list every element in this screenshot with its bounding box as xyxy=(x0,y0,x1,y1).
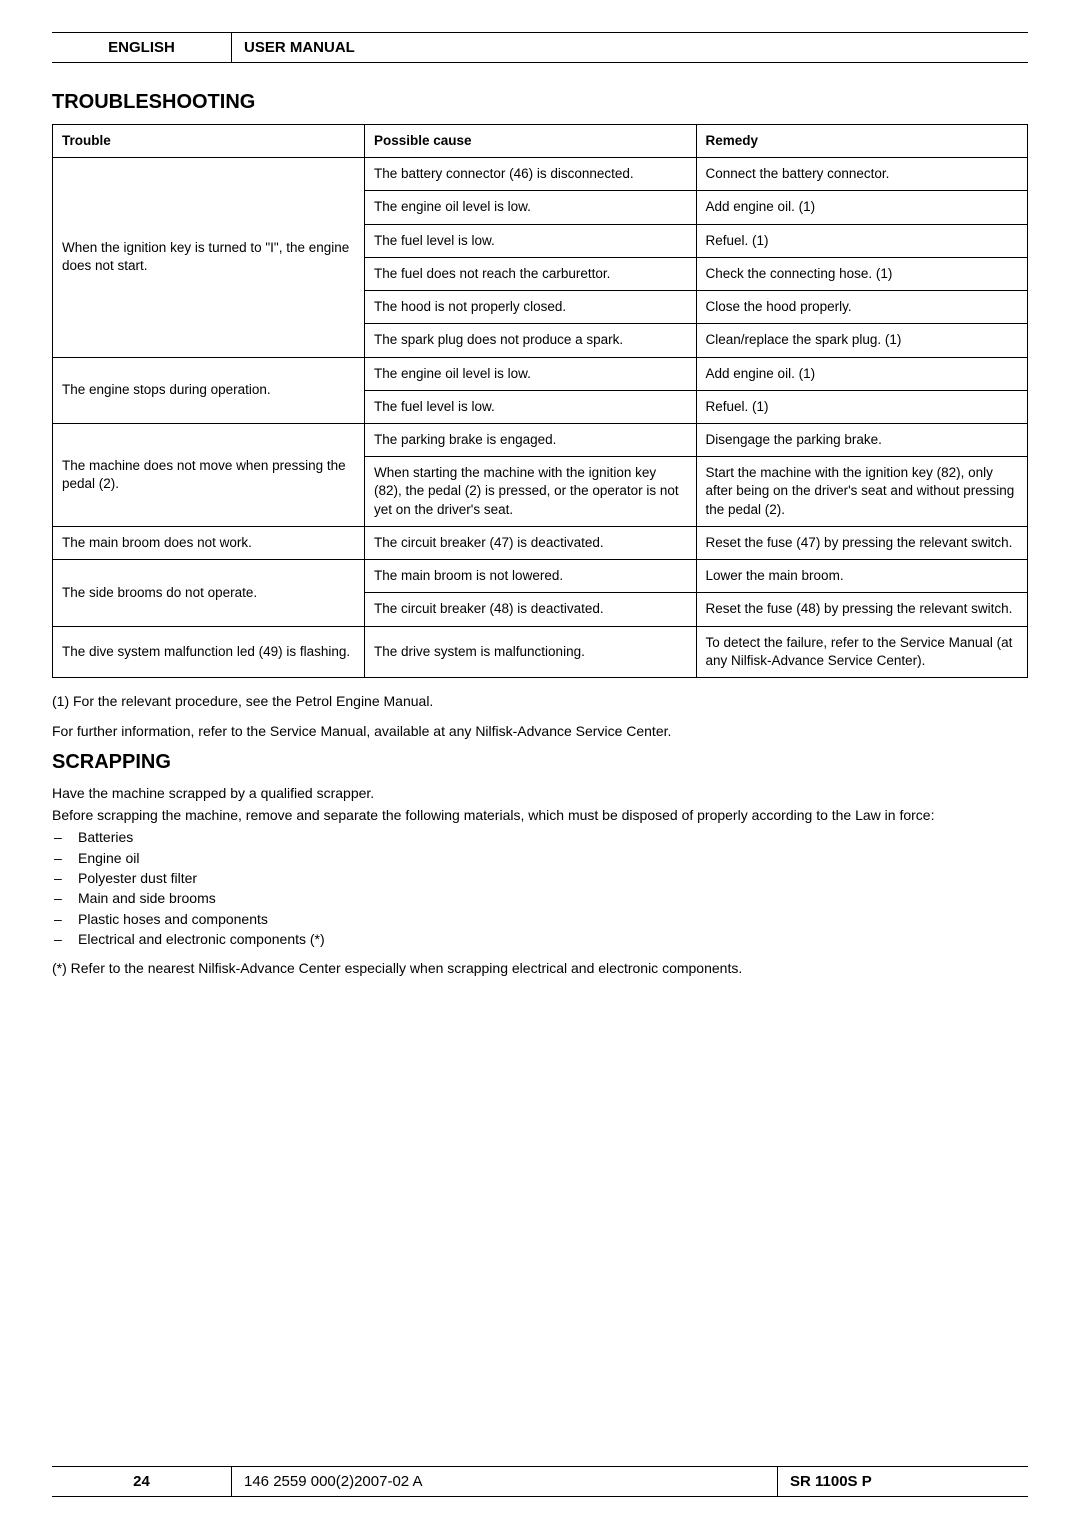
cause-cell: The engine oil level is low. xyxy=(365,357,697,390)
list-item: Engine oil xyxy=(52,848,1028,868)
page-footer: 24 146 2559 000(2)2007-02 A SR 1100S P xyxy=(52,1466,1028,1497)
cause-cell: The hood is not properly closed. xyxy=(365,291,697,324)
footer-page-number: 24 xyxy=(52,1467,232,1496)
trouble-cell: The main broom does not work. xyxy=(53,526,365,559)
cause-cell: The fuel does not reach the carburettor. xyxy=(365,257,697,290)
trouble-cell: The engine stops during operation. xyxy=(53,357,365,423)
remedy-cell: Connect the battery connector. xyxy=(696,158,1028,191)
troubleshooting-table: Trouble Possible cause Remedy When the i… xyxy=(52,124,1028,678)
list-item: Polyester dust filter xyxy=(52,868,1028,888)
scrapping-heading: SCRAPPING xyxy=(52,751,1028,774)
list-item: Batteries xyxy=(52,827,1028,847)
cause-cell: The circuit breaker (47) is deactivated. xyxy=(365,526,697,559)
remedy-cell: Add engine oil. (1) xyxy=(696,357,1028,390)
remedy-cell: Disengage the parking brake. xyxy=(696,423,1028,456)
scrapping-p1: Have the machine scrapped by a qualified… xyxy=(52,784,1028,804)
cause-cell: The drive system is malfunctioning. xyxy=(365,626,697,677)
page-header: ENGLISH USER MANUAL xyxy=(52,32,1028,63)
remedy-cell: Clean/replace the spark plug. (1) xyxy=(696,324,1028,357)
footnote-1: (1) For the relevant procedure, see the … xyxy=(52,692,1028,712)
cause-cell: The circuit breaker (48) is deactivated. xyxy=(365,593,697,626)
cause-cell: The fuel level is low. xyxy=(365,224,697,257)
remedy-cell: Reset the fuse (47) by pressing the rele… xyxy=(696,526,1028,559)
cause-cell: The main broom is not lowered. xyxy=(365,560,697,593)
cause-cell: The fuel level is low. xyxy=(365,390,697,423)
remedy-cell: Refuel. (1) xyxy=(696,224,1028,257)
list-item: Plastic hoses and components xyxy=(52,909,1028,929)
cause-cell: The battery connector (46) is disconnect… xyxy=(365,158,697,191)
remedy-cell: Close the hood properly. xyxy=(696,291,1028,324)
trouble-cell: The dive system malfunction led (49) is … xyxy=(53,626,365,677)
list-item: Main and side brooms xyxy=(52,888,1028,908)
header-doc-type: USER MANUAL xyxy=(232,33,367,62)
scrapping-footnote: (*) Refer to the nearest Nilfisk-Advance… xyxy=(52,959,1028,979)
trouble-cell: The side brooms do not operate. xyxy=(53,560,365,626)
remedy-cell: Reset the fuse (48) by pressing the rele… xyxy=(696,593,1028,626)
cause-cell: When starting the machine with the ignit… xyxy=(365,457,697,527)
scrapping-list: BatteriesEngine oilPolyester dust filter… xyxy=(52,827,1028,949)
troubleshooting-heading: TROUBLESHOOTING xyxy=(52,91,1028,114)
th-remedy: Remedy xyxy=(696,125,1028,158)
trouble-cell: The machine does not move when pressing … xyxy=(53,423,365,526)
remedy-cell: Refuel. (1) xyxy=(696,390,1028,423)
cause-cell: The spark plug does not produce a spark. xyxy=(365,324,697,357)
remedy-cell: Start the machine with the ignition key … xyxy=(696,457,1028,527)
footnote-2: For further information, refer to the Se… xyxy=(52,722,1028,742)
scrapping-p2: Before scrapping the machine, remove and… xyxy=(52,806,1028,826)
trouble-cell: When the ignition key is turned to "I", … xyxy=(53,158,365,357)
remedy-cell: Lower the main broom. xyxy=(696,560,1028,593)
remedy-cell: Add engine oil. (1) xyxy=(696,191,1028,224)
list-item: Electrical and electronic components (*) xyxy=(52,929,1028,949)
remedy-cell: To detect the failure, refer to the Serv… xyxy=(696,626,1028,677)
header-language: ENGLISH xyxy=(52,33,232,62)
th-trouble: Trouble xyxy=(53,125,365,158)
footer-doc-code: 146 2559 000(2)2007-02 A xyxy=(232,1467,778,1496)
cause-cell: The parking brake is engaged. xyxy=(365,423,697,456)
remedy-cell: Check the connecting hose. (1) xyxy=(696,257,1028,290)
th-cause: Possible cause xyxy=(365,125,697,158)
footer-model: SR 1100S P xyxy=(778,1467,1028,1496)
cause-cell: The engine oil level is low. xyxy=(365,191,697,224)
